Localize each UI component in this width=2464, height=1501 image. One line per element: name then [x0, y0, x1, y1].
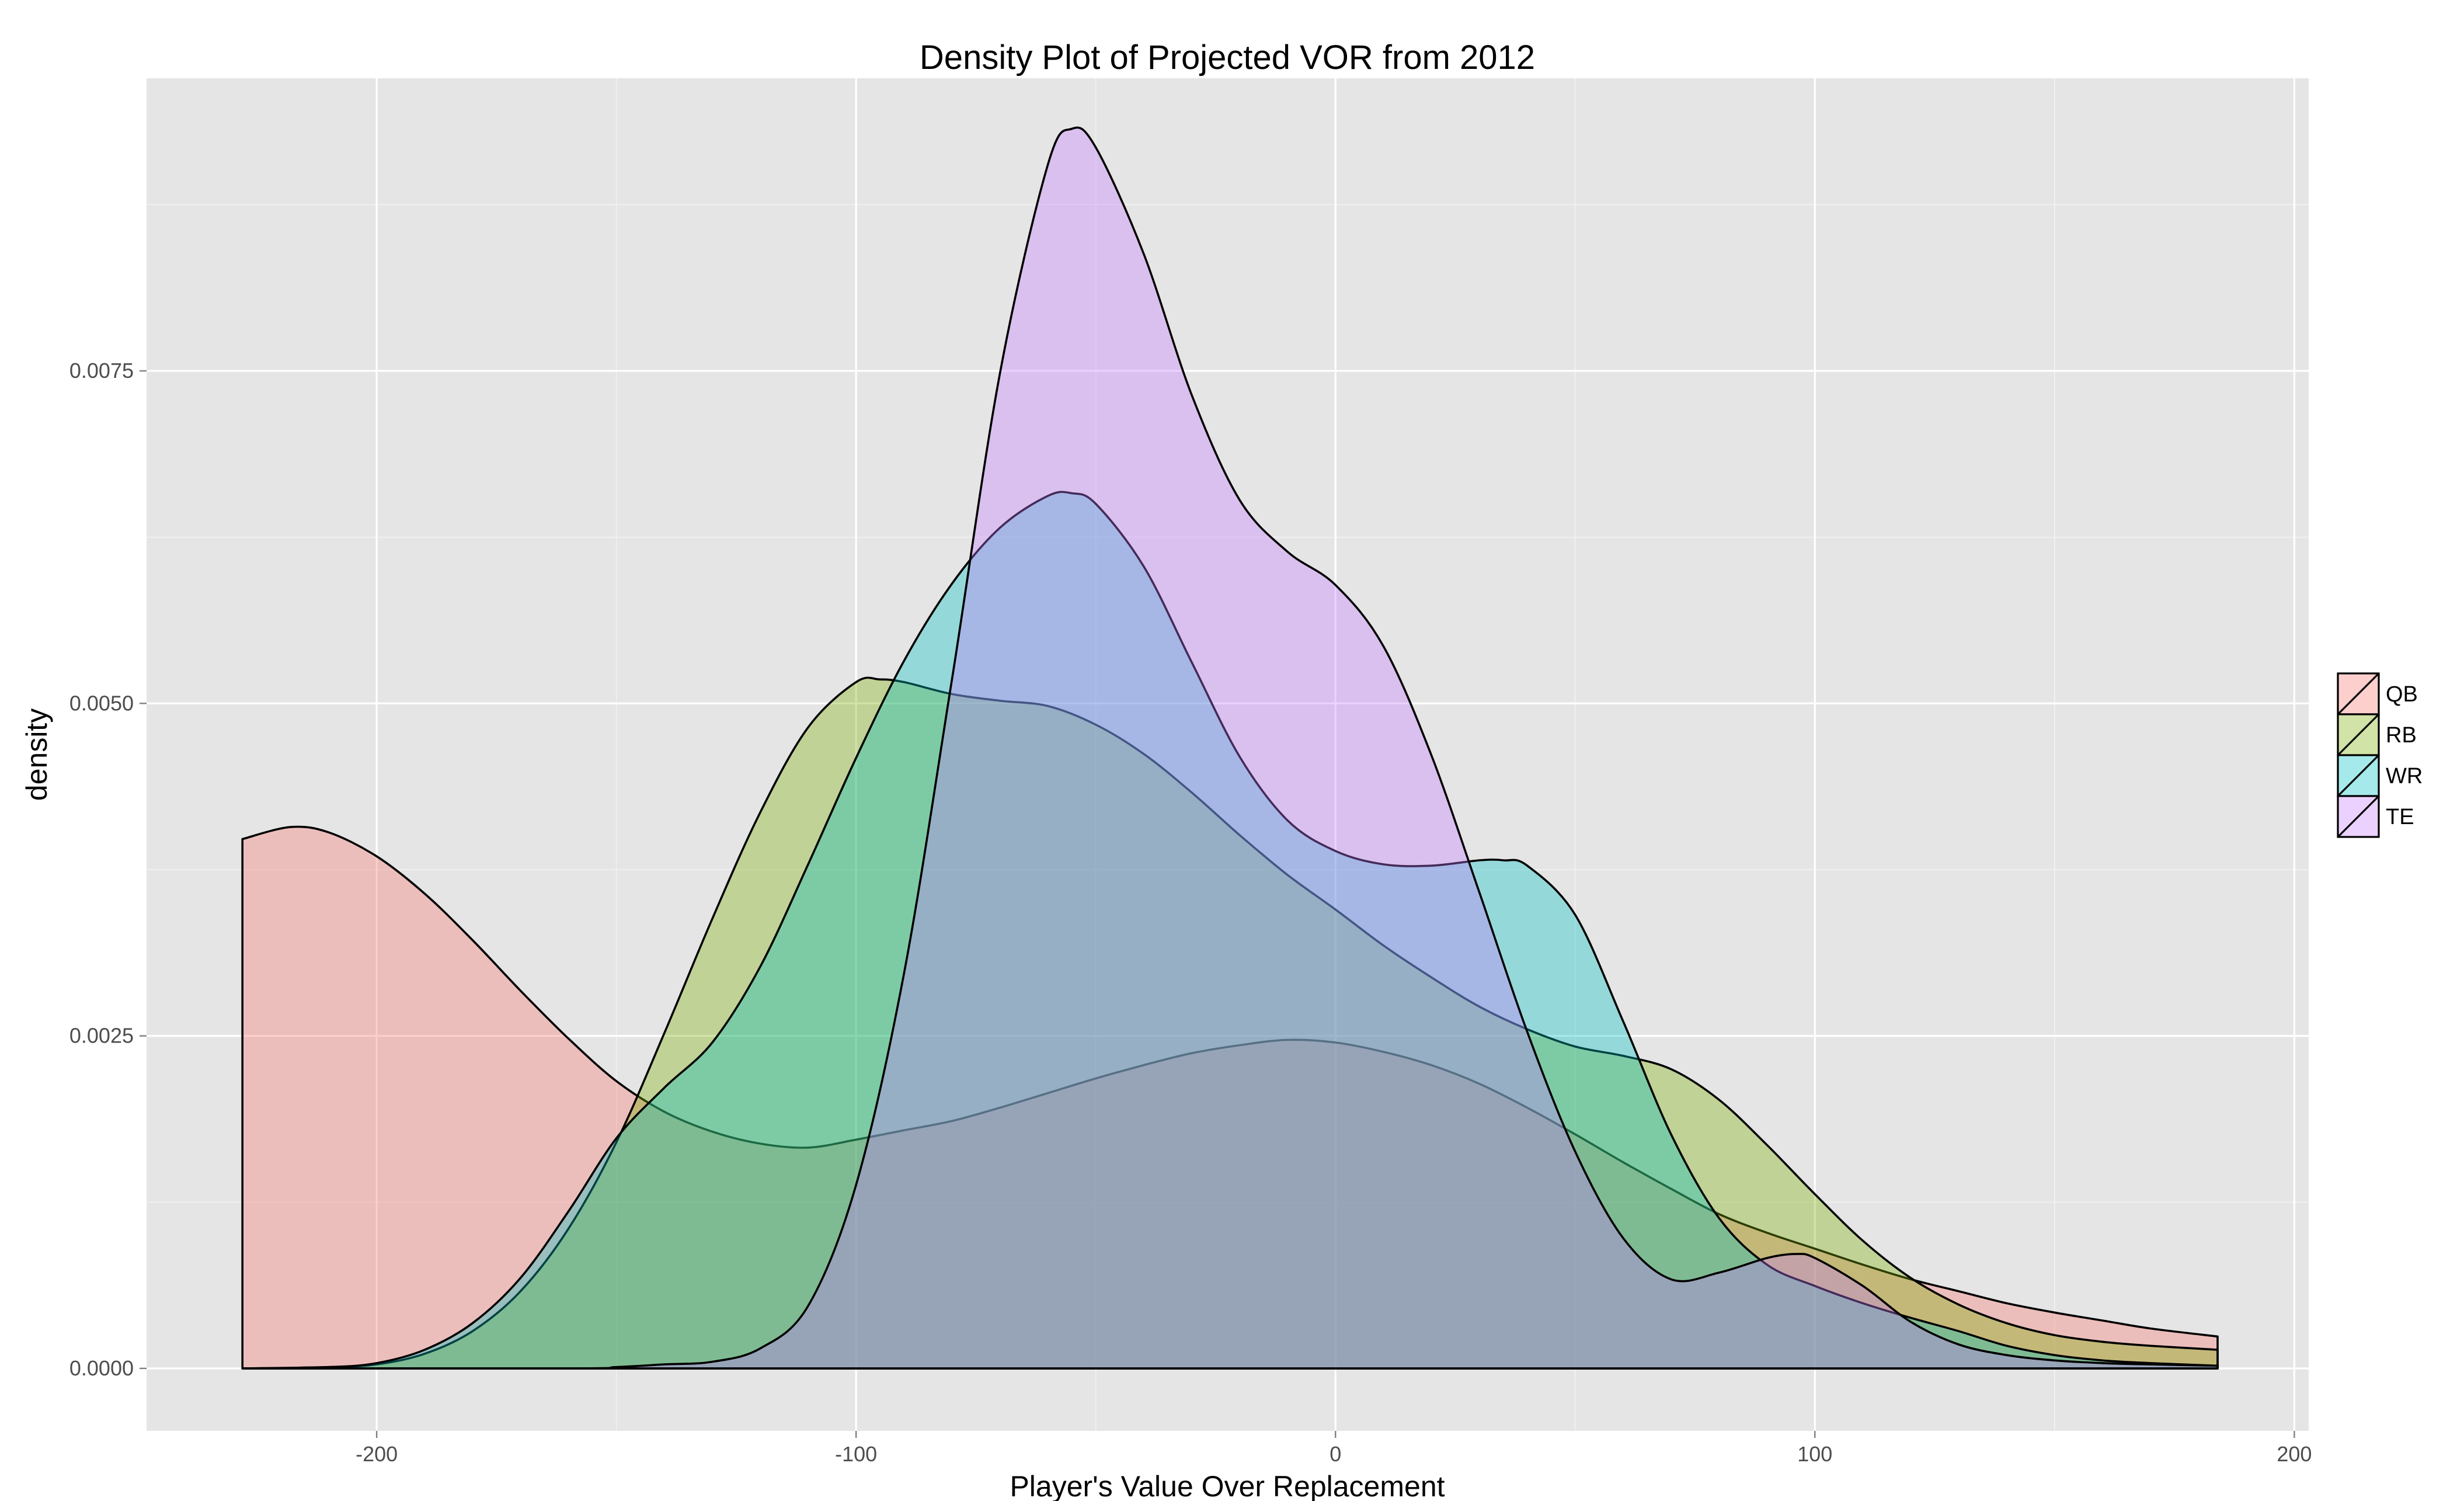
- axis-ticks: [140, 370, 2295, 1438]
- x-tick-label: 100: [1797, 1442, 1832, 1466]
- density-areas: [241, 126, 2219, 1370]
- density-area-rb: [241, 676, 2219, 1370]
- y-tick-label: 0.0000: [69, 1356, 134, 1380]
- density-area-te: [241, 126, 2219, 1370]
- x-axis-tick-labels: -200 -100 0 100 200: [356, 1442, 2312, 1466]
- plot-panel: [147, 78, 2309, 1431]
- y-tick-label: 0.0050: [69, 691, 134, 715]
- legend-item-wr: WR: [2337, 754, 2423, 797]
- legend-key-slash: [2337, 795, 2380, 838]
- chart-title: Density Plot of Projected VOR from 2012: [920, 39, 1535, 77]
- legend-label: QB: [2386, 682, 2418, 707]
- x-axis-title: Player's Value Over Replacement: [1010, 1470, 1445, 1501]
- y-axis-title: density: [20, 708, 53, 801]
- legend-item-te: TE: [2337, 795, 2414, 838]
- legend-key-slash: [2337, 754, 2380, 797]
- legend-item-qb: QB: [2337, 672, 2418, 715]
- minor-gridlines: [147, 78, 2309, 1431]
- legend-key-slash: [2337, 672, 2380, 715]
- x-tick-label: 0: [1330, 1442, 1341, 1466]
- legend-label: TE: [2386, 805, 2414, 829]
- y-axis-tick-labels: 0.0000 0.0025 0.0050 0.0075: [69, 359, 134, 1380]
- y-tick-label: 0.0075: [69, 359, 134, 383]
- x-tick-label: -100: [835, 1442, 877, 1466]
- legend: QB RB WR TE: [2337, 672, 2423, 838]
- x-tick-label: 200: [2277, 1442, 2312, 1466]
- legend-label: RB: [2386, 723, 2417, 748]
- density-area-qb: [241, 825, 2219, 1370]
- x-tick-label: -200: [356, 1442, 398, 1466]
- legend-key-slash: [2337, 713, 2380, 756]
- density-area-wr: [241, 491, 2219, 1370]
- legend-item-rb: RB: [2337, 713, 2417, 756]
- y-tick-label: 0.0025: [69, 1024, 134, 1048]
- legend-label: WR: [2386, 764, 2423, 788]
